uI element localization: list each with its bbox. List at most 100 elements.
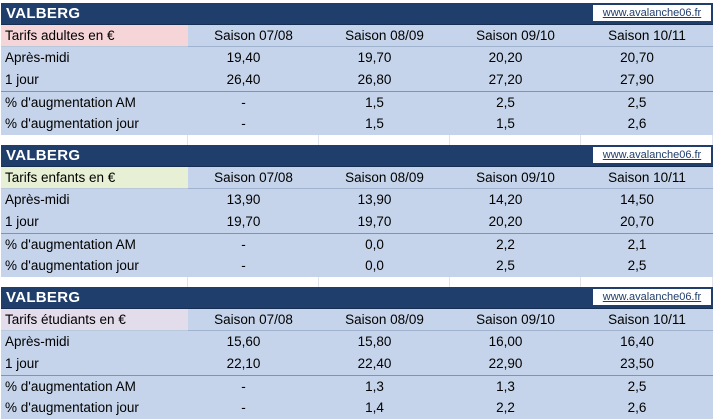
percent-cell: 0,0 bbox=[319, 255, 450, 277]
table-row: 1 jour 19,70 19,70 20,20 20,70 bbox=[1, 211, 713, 233]
percent-cell: 2,5 bbox=[581, 255, 713, 277]
resort-title: VALBERG bbox=[6, 289, 81, 306]
table-row: % d'augmentation jour - 1,4 2,2 2,6 bbox=[1, 397, 713, 419]
price-cell: 14,20 bbox=[450, 189, 581, 211]
percent-cell: - bbox=[188, 255, 319, 277]
header-row: Tarifs enfants en € Saison 07/08 Saison … bbox=[1, 167, 713, 189]
table-title-row: VALBERG www.avalanche06.fr bbox=[1, 3, 713, 25]
category-label: Tarifs étudiants en € bbox=[1, 309, 188, 331]
percent-cell: 2,1 bbox=[581, 233, 713, 255]
season-header: Saison 08/09 bbox=[319, 309, 450, 331]
table-row: % d'augmentation AM - 1,3 1,3 2,5 bbox=[1, 375, 713, 397]
row-label: % d'augmentation AM bbox=[1, 233, 188, 255]
season-header: Saison 10/11 bbox=[581, 309, 713, 331]
price-cell: 20,70 bbox=[581, 47, 713, 69]
price-cell: 27,20 bbox=[450, 69, 581, 91]
percent-cell: 2,5 bbox=[450, 255, 581, 277]
season-header: Saison 10/11 bbox=[581, 25, 713, 47]
table-row: % d'augmentation jour - 1,5 1,5 2,6 bbox=[1, 113, 713, 135]
header-row: Tarifs adultes en € Saison 07/08 Saison … bbox=[1, 25, 713, 47]
resort-title: VALBERG bbox=[6, 147, 81, 164]
percent-cell: 1,5 bbox=[319, 113, 450, 135]
percent-cell: 2,5 bbox=[581, 375, 713, 397]
price-table-children: VALBERG www.avalanche06.fr Tarifs enfant… bbox=[1, 145, 713, 297]
price-cell: 19,40 bbox=[188, 47, 319, 69]
price-cell: 19,70 bbox=[188, 211, 319, 233]
row-label: % d'augmentation jour bbox=[1, 397, 188, 419]
percent-cell: 2,5 bbox=[581, 91, 713, 113]
percent-cell: 2,6 bbox=[581, 397, 713, 419]
price-cell: 16,40 bbox=[581, 331, 713, 353]
spreadsheet: VALBERG www.avalanche06.fr Tarifs adulte… bbox=[1, 3, 713, 419]
category-label: Tarifs adultes en € bbox=[1, 25, 188, 47]
percent-cell: 1,5 bbox=[319, 91, 450, 113]
percent-cell: 1,3 bbox=[319, 375, 450, 397]
price-cell: 16,00 bbox=[450, 331, 581, 353]
season-header: Saison 09/10 bbox=[450, 309, 581, 331]
percent-cell: 1,3 bbox=[450, 375, 581, 397]
percent-cell: 2,2 bbox=[450, 397, 581, 419]
row-label: % d'augmentation AM bbox=[1, 91, 188, 113]
price-cell: 13,90 bbox=[319, 189, 450, 211]
table-title-row: VALBERG www.avalanche06.fr bbox=[1, 145, 713, 167]
price-cell: 19,70 bbox=[319, 47, 450, 69]
price-cell: 27,90 bbox=[581, 69, 713, 91]
row-label: % d'augmentation AM bbox=[1, 375, 188, 397]
price-cell: 15,60 bbox=[188, 331, 319, 353]
percent-cell: - bbox=[188, 397, 319, 419]
row-label: % d'augmentation jour bbox=[1, 255, 188, 277]
table-row: % d'augmentation jour - 0,0 2,5 2,5 bbox=[1, 255, 713, 277]
row-label: Après-midi bbox=[1, 331, 188, 353]
row-label: 1 jour bbox=[1, 69, 188, 91]
row-label: Après-midi bbox=[1, 189, 188, 211]
season-header: Saison 07/08 bbox=[188, 309, 319, 331]
price-cell: 19,70 bbox=[319, 211, 450, 233]
price-cell: 20,20 bbox=[450, 47, 581, 69]
price-table-adults: VALBERG www.avalanche06.fr Tarifs adulte… bbox=[1, 3, 713, 155]
percent-cell: - bbox=[188, 113, 319, 135]
percent-cell: 2,2 bbox=[450, 233, 581, 255]
row-label: Après-midi bbox=[1, 47, 188, 69]
price-cell: 26,40 bbox=[188, 69, 319, 91]
percent-cell: - bbox=[188, 375, 319, 397]
percent-cell: 0,0 bbox=[319, 233, 450, 255]
percent-cell: 2,5 bbox=[450, 91, 581, 113]
season-header: Saison 10/11 bbox=[581, 167, 713, 189]
table-row: % d'augmentation AM - 0,0 2,2 2,1 bbox=[1, 233, 713, 255]
season-header: Saison 09/10 bbox=[450, 25, 581, 47]
table-row: 1 jour 22,10 22,40 22,90 23,50 bbox=[1, 353, 713, 375]
price-cell: 26,80 bbox=[319, 69, 450, 91]
table-title-row: VALBERG www.avalanche06.fr bbox=[1, 287, 713, 309]
price-cell: 22,90 bbox=[450, 353, 581, 375]
price-cell: 22,10 bbox=[188, 353, 319, 375]
resort-title: VALBERG bbox=[6, 5, 81, 22]
season-header: Saison 08/09 bbox=[319, 25, 450, 47]
table-row: Après-midi 15,60 15,80 16,00 16,40 bbox=[1, 331, 713, 353]
website-link[interactable]: www.avalanche06.fr bbox=[593, 5, 711, 21]
table-row: Après-midi 13,90 13,90 14,20 14,50 bbox=[1, 189, 713, 211]
row-label: 1 jour bbox=[1, 211, 188, 233]
season-header: Saison 08/09 bbox=[319, 167, 450, 189]
price-cell: 20,20 bbox=[450, 211, 581, 233]
table-row: % d'augmentation AM - 1,5 2,5 2,5 bbox=[1, 91, 713, 113]
row-label: 1 jour bbox=[1, 353, 188, 375]
percent-cell: - bbox=[188, 91, 319, 113]
price-table-students: VALBERG www.avalanche06.fr Tarifs étudia… bbox=[1, 287, 713, 419]
season-header: Saison 07/08 bbox=[188, 25, 319, 47]
price-cell: 13,90 bbox=[188, 189, 319, 211]
website-link[interactable]: www.avalanche06.fr bbox=[593, 147, 711, 163]
table-row: 1 jour 26,40 26,80 27,20 27,90 bbox=[1, 69, 713, 91]
row-label: % d'augmentation jour bbox=[1, 113, 188, 135]
price-cell: 14,50 bbox=[581, 189, 713, 211]
header-row: Tarifs étudiants en € Saison 07/08 Saiso… bbox=[1, 309, 713, 331]
season-header: Saison 07/08 bbox=[188, 167, 319, 189]
website-link[interactable]: www.avalanche06.fr bbox=[593, 289, 711, 305]
percent-cell: - bbox=[188, 233, 319, 255]
price-cell: 15,80 bbox=[319, 331, 450, 353]
price-cell: 20,70 bbox=[581, 211, 713, 233]
price-cell: 23,50 bbox=[581, 353, 713, 375]
percent-cell: 1,5 bbox=[450, 113, 581, 135]
price-cell: 22,40 bbox=[319, 353, 450, 375]
table-row: Après-midi 19,40 19,70 20,20 20,70 bbox=[1, 47, 713, 69]
category-label: Tarifs enfants en € bbox=[1, 167, 188, 189]
